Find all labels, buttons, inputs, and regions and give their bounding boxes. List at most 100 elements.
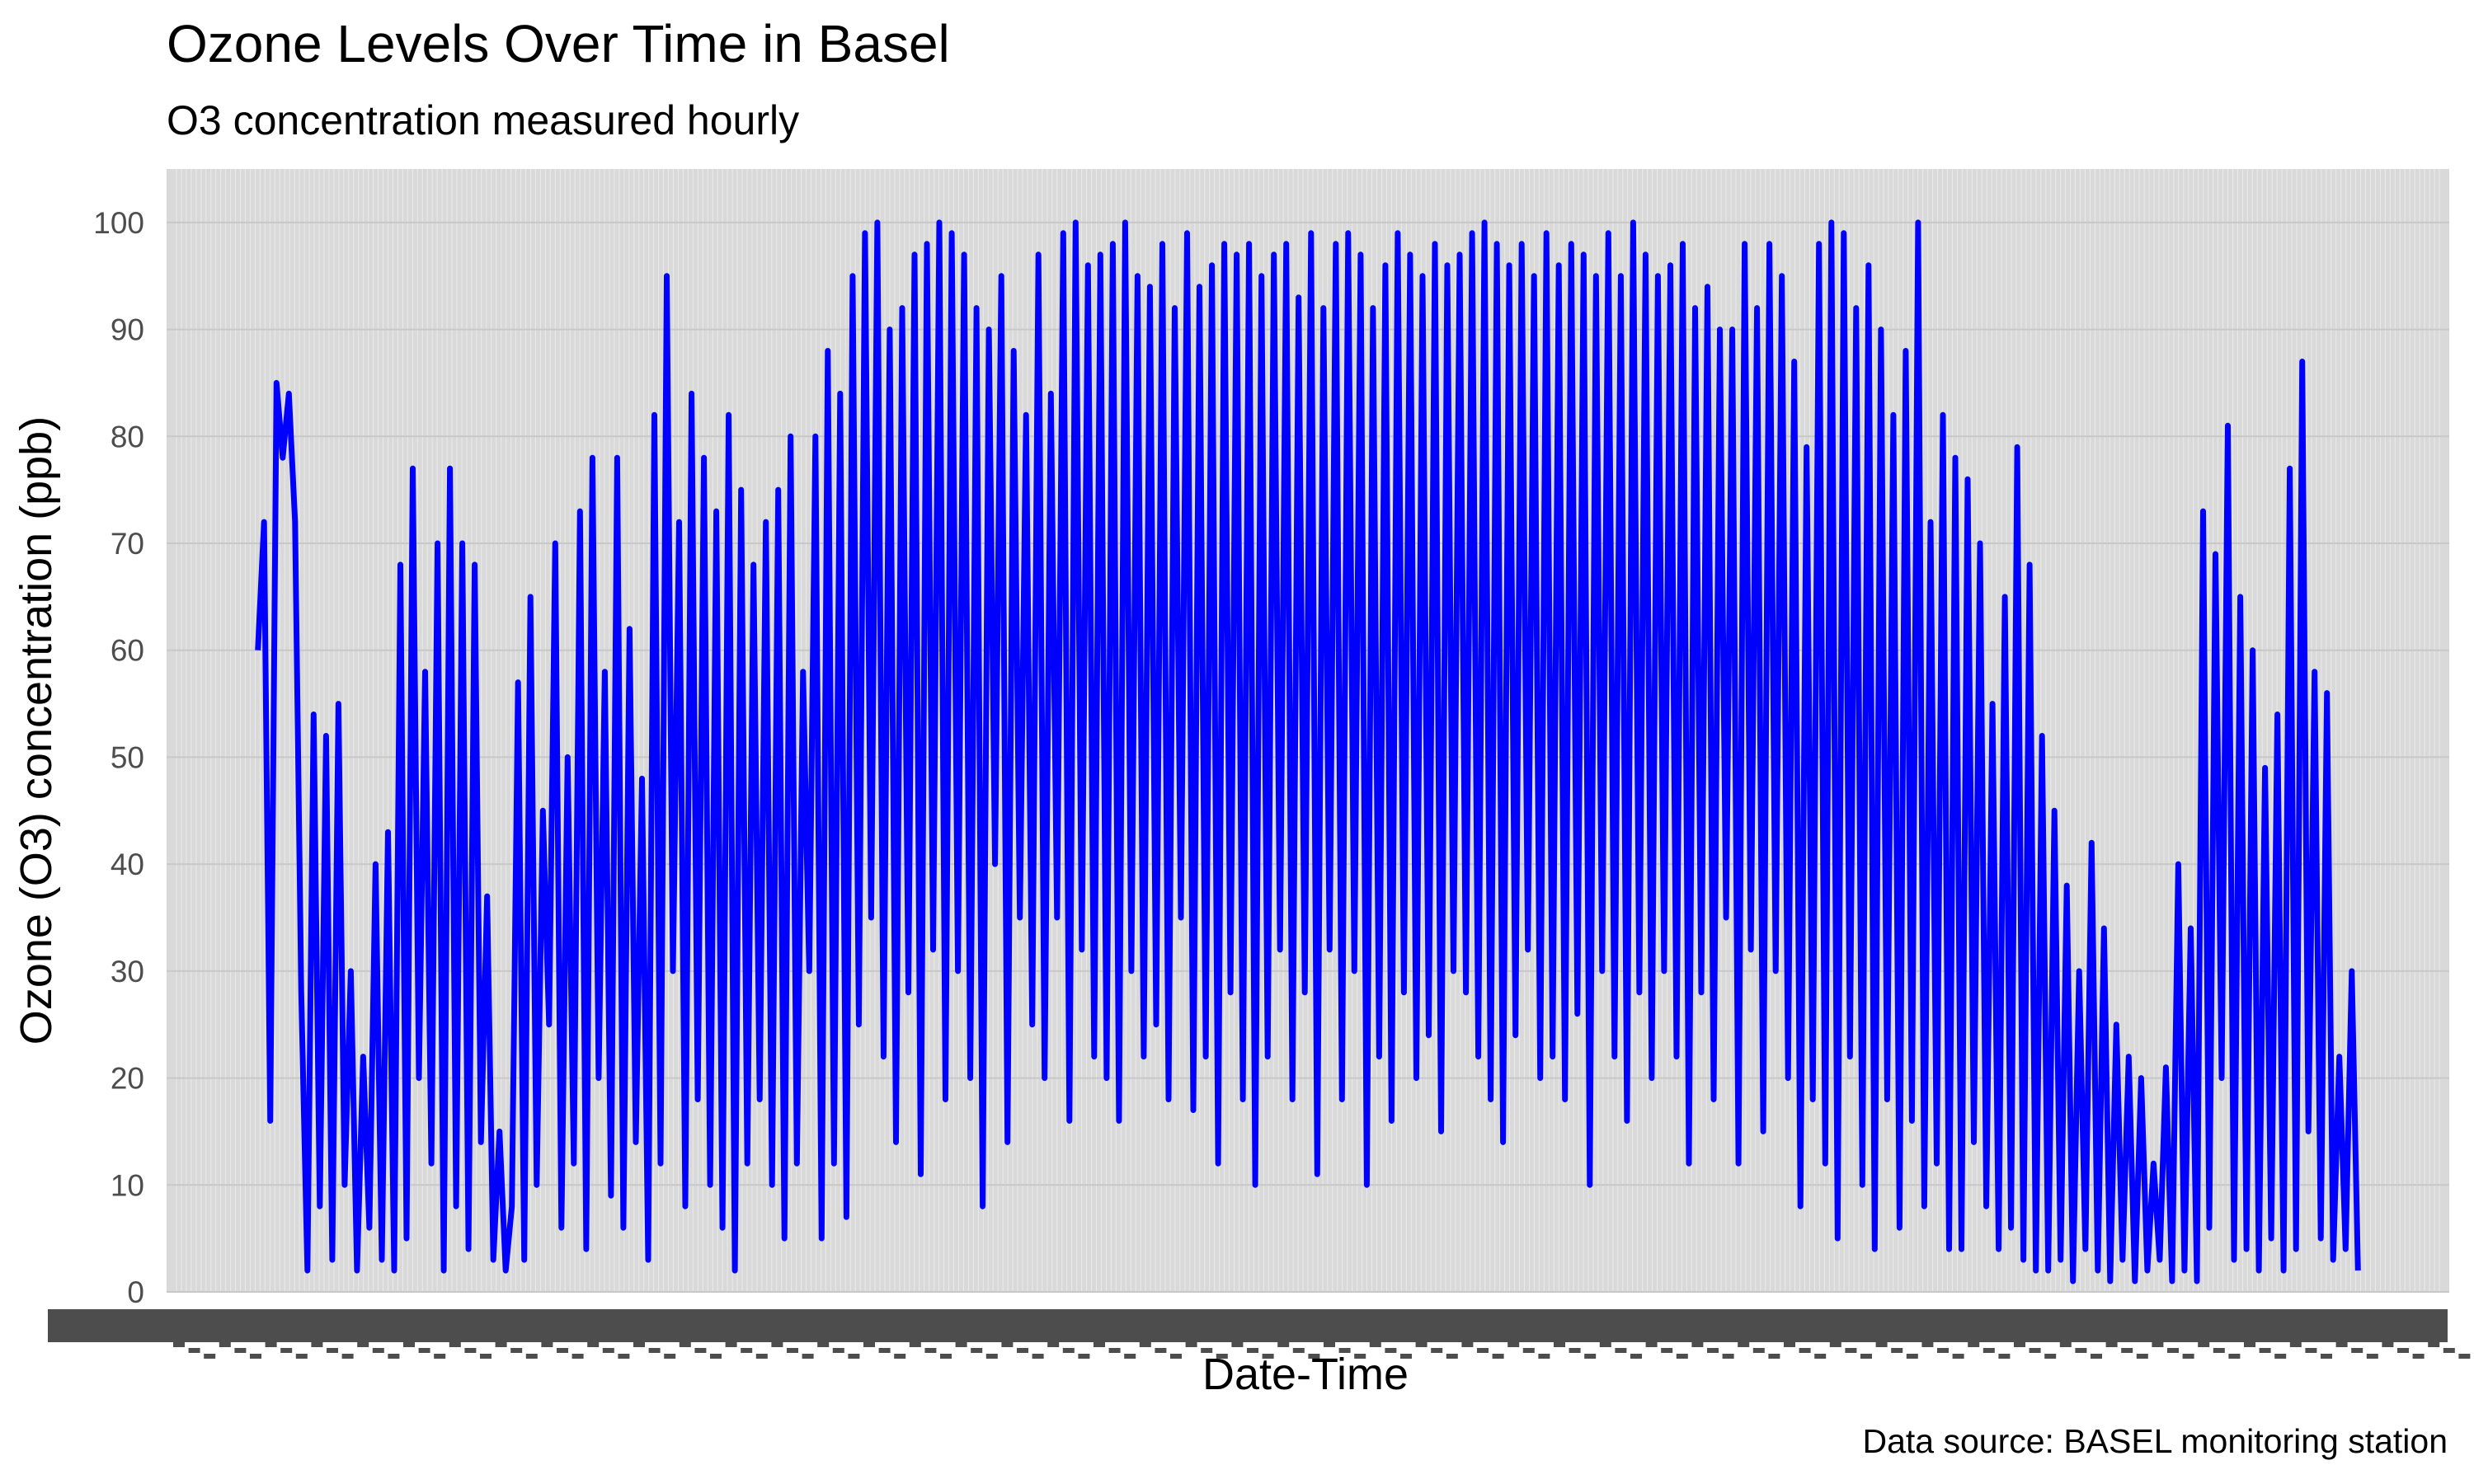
x-tick-label-stub — [1415, 1342, 1427, 1347]
x-tick-label-stub — [1784, 1342, 1795, 1347]
x-tick-label-stub — [1752, 1348, 1765, 1353]
x-tick-label-stub — [924, 1348, 937, 1353]
x-tick-label-stub — [679, 1342, 691, 1347]
y-tick-label: 40 — [111, 848, 144, 881]
x-tick-label-stub — [1001, 1342, 1014, 1347]
x-tick-label-stub — [449, 1342, 461, 1347]
x-tick-label-stub — [2335, 1342, 2348, 1347]
x-tick-label-stub — [388, 1354, 400, 1359]
x-tick-labels — [48, 1309, 2471, 1359]
x-tick-label-stub — [1998, 1354, 2011, 1359]
x-tick-label-stub — [878, 1348, 891, 1353]
x-tick-label-stub — [1231, 1342, 1244, 1347]
x-tick-label-stub — [1094, 1342, 1105, 1347]
x-tick-label-stub — [694, 1348, 707, 1353]
x-tick-label-stub — [403, 1342, 415, 1347]
x-tick-label-stub — [2412, 1354, 2425, 1359]
x-tick-labels-overlap — [48, 1309, 2448, 1342]
x-tick-label-stub — [1768, 1354, 1780, 1359]
y-tick-label: 80 — [111, 420, 144, 453]
x-tick-label-stub — [587, 1342, 600, 1347]
x-tick-label-stub — [2121, 1348, 2133, 1353]
x-tick-label-stub — [787, 1348, 798, 1353]
x-tick-label-stub — [2075, 1348, 2087, 1353]
x-tick-label-stub — [2397, 1348, 2409, 1353]
x-tick-label-stub — [1982, 1348, 1995, 1353]
x-tick-label-stub — [219, 1342, 231, 1347]
x-tick-label-stub — [173, 1342, 185, 1347]
x-tick-label-stub — [1860, 1354, 1872, 1359]
x-tick-label-stub — [2044, 1354, 2057, 1359]
x-tick-label-stub — [2213, 1348, 2225, 1353]
x-tick-label-stub — [985, 1354, 998, 1359]
x-tick-label-stub — [1875, 1342, 1888, 1347]
x-tick-label-stub — [1921, 1342, 1934, 1347]
x-tick-label-stub — [1324, 1342, 1335, 1347]
y-tick-label: 90 — [111, 313, 144, 347]
x-tick-label-stub — [2274, 1354, 2287, 1359]
x-tick-label-stub — [1799, 1348, 1811, 1353]
x-tick-label-stub — [1338, 1348, 1351, 1353]
x-tick-label-stub — [1952, 1354, 1964, 1359]
x-tick-label-stub — [480, 1354, 492, 1359]
x-tick-label-stub — [1369, 1342, 1381, 1347]
x-tick-label-stub — [971, 1348, 983, 1353]
x-tick-label-stub — [2244, 1342, 2255, 1347]
y-tick-label: 30 — [111, 955, 144, 989]
x-tick-label-stub — [234, 1348, 247, 1353]
x-tick-label-stub — [1431, 1348, 1443, 1353]
x-tick-label-stub — [894, 1354, 906, 1359]
x-tick-label-stub — [1968, 1342, 1980, 1347]
x-tick-label-stub — [1247, 1348, 1258, 1353]
x-tick-label-stub — [725, 1342, 737, 1347]
x-tick-label-stub — [1676, 1354, 1688, 1359]
x-tick-label-stub — [1722, 1354, 1734, 1359]
x-tick-label-stub — [2228, 1354, 2241, 1359]
x-tick-label-stub — [2152, 1342, 2164, 1347]
x-tick-label-stub — [204, 1354, 216, 1359]
x-tick-label-stub — [1354, 1354, 1366, 1359]
x-tick-label-stub — [1691, 1342, 1704, 1347]
x-tick-label-stub — [1461, 1342, 1474, 1347]
x-tick-label-stub — [710, 1354, 722, 1359]
x-tick-label-stub — [2366, 1354, 2378, 1359]
x-tick-label-stub — [2091, 1354, 2102, 1359]
x-tick-label-stub — [311, 1342, 323, 1347]
x-tick-label-stub — [1584, 1354, 1597, 1359]
x-tick-label-stub — [1262, 1354, 1274, 1359]
x-tick-label-stub — [664, 1354, 676, 1359]
x-tick-label-stub — [2321, 1354, 2332, 1359]
x-tick-label-stub — [541, 1342, 553, 1347]
x-tick-label-stub — [2351, 1348, 2363, 1353]
x-tick-label-stub — [2382, 1342, 2394, 1347]
x-axis-title: Date-Time — [1202, 1350, 1409, 1399]
x-tick-label-stub — [1047, 1342, 1060, 1347]
x-tick-label-stub — [525, 1354, 538, 1359]
x-tick-label-stub — [1829, 1342, 1841, 1347]
x-tick-label-stub — [2167, 1348, 2179, 1353]
x-tick-label-stub — [955, 1342, 967, 1347]
x-tick-label-stub — [1554, 1342, 1565, 1347]
x-tick-label-stub — [1507, 1342, 1520, 1347]
x-tick-label-stub — [1139, 1342, 1151, 1347]
x-tick-label-stub — [1201, 1348, 1213, 1353]
x-tick-label-stub — [618, 1354, 630, 1359]
x-tick-label-stub — [940, 1354, 952, 1359]
x-tick-label-stub — [2289, 1342, 2302, 1347]
x-tick-label-stub — [802, 1354, 814, 1359]
x-tick-label-stub — [1185, 1342, 1197, 1347]
chart-subtitle: O3 concentration measured hourly — [167, 97, 799, 143]
data-source-caption: Data source: BASEL monitoring station — [1862, 1422, 2448, 1460]
x-tick-label-stub — [848, 1354, 860, 1359]
x-tick-label-stub — [1400, 1354, 1412, 1359]
x-tick-label-stub — [327, 1348, 338, 1353]
x-tick-label-stub — [1277, 1342, 1290, 1347]
y-tick-label: 70 — [111, 527, 144, 561]
x-tick-label-stub — [1155, 1348, 1167, 1353]
y-tick-label: 100 — [93, 206, 144, 240]
y-tick-labels: 0 10 20 30 40 50 60 70 80 90 100 — [93, 206, 144, 1309]
x-tick-label-stub — [1308, 1354, 1320, 1359]
x-tick-label-stub — [1492, 1354, 1504, 1359]
